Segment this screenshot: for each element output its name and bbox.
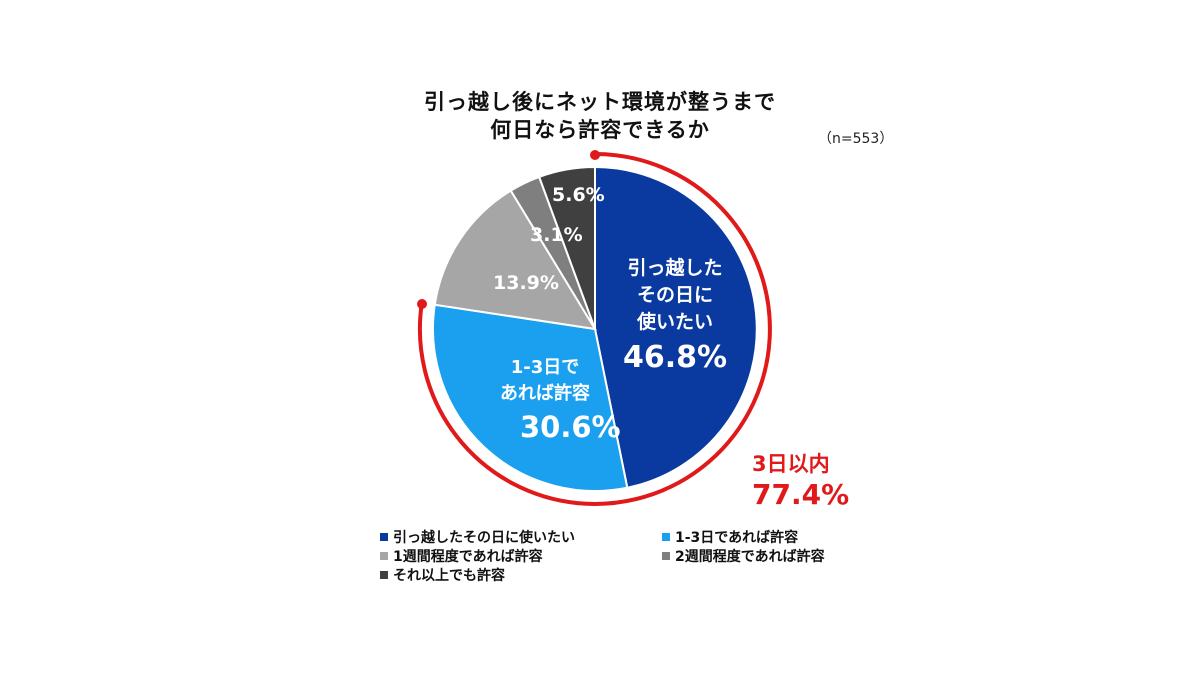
legend-swatch-icon xyxy=(380,552,388,560)
legend-item-1-3-days: 1-3日であれば許容 xyxy=(662,527,798,547)
within-3-days-arc xyxy=(417,152,772,506)
arc-start-dot xyxy=(590,150,600,160)
legend-label: 1週間程度であれば許容 xyxy=(393,549,543,565)
slice-same-day xyxy=(594,165,758,489)
slice-label-same-day: 引っ越した その日に 使いたい 46.8% xyxy=(610,255,740,378)
slice-label-line: あれば許容 xyxy=(500,383,590,404)
legend-label: それ以上でも許容 xyxy=(393,568,505,584)
slice-value: 46.8% xyxy=(622,340,728,375)
arc-end-dot xyxy=(417,299,427,309)
legend-label: 2週間程度であれば許容 xyxy=(675,549,825,565)
callout-label: 3日以内 xyxy=(752,452,830,476)
slice-1-week xyxy=(433,189,597,331)
legend-swatch-icon xyxy=(662,533,670,541)
legend-item-1-week: 1週間程度であれば許容 xyxy=(380,546,543,566)
legend-item-same-day: 引っ越したその日に使いたい xyxy=(380,527,575,547)
slice-label-1-3-days: 1-3日で あれば許容 30.6% xyxy=(470,355,621,447)
legend-swatch-icon xyxy=(380,571,388,579)
slice-label-line: 引っ越した xyxy=(627,257,723,279)
legend-label: 1-3日であれば許容 xyxy=(675,530,799,546)
sample-size-label: （n=553） xyxy=(818,131,894,147)
slice-longer xyxy=(537,165,596,330)
within-3-days-callout: 3日以内 77.4% xyxy=(752,450,849,512)
chart-title-line-2: 何日なら許容できるか xyxy=(490,118,710,142)
slice-label-line: 1-3日で xyxy=(510,357,580,378)
slice-label-line: 使いたい xyxy=(636,311,713,333)
legend-swatch-icon xyxy=(380,533,388,541)
chart-title: 引っ越し後にネット環境が整うまで 何日なら許容できるか xyxy=(0,88,1200,144)
legend-label: 引っ越したその日に使いたい xyxy=(393,530,575,546)
slice-1-3-days xyxy=(432,303,629,492)
legend-swatch-icon xyxy=(662,552,670,560)
legend-item-longer: それ以上でも許容 xyxy=(380,565,505,585)
slice-label-1-week: 13.9% xyxy=(493,272,559,294)
callout-value: 77.4% xyxy=(752,478,850,511)
chart-title-line-1: 引っ越し後にネット環境が整うまで xyxy=(424,90,776,114)
slice-label-line: その日に xyxy=(636,284,713,306)
legend-item-2-weeks: 2週間程度であれば許容 xyxy=(662,546,825,566)
slice-value: 30.6% xyxy=(520,410,621,444)
slice-label-longer: 5.6% xyxy=(552,184,605,206)
slice-label-2-weeks: 3.1% xyxy=(530,224,583,246)
